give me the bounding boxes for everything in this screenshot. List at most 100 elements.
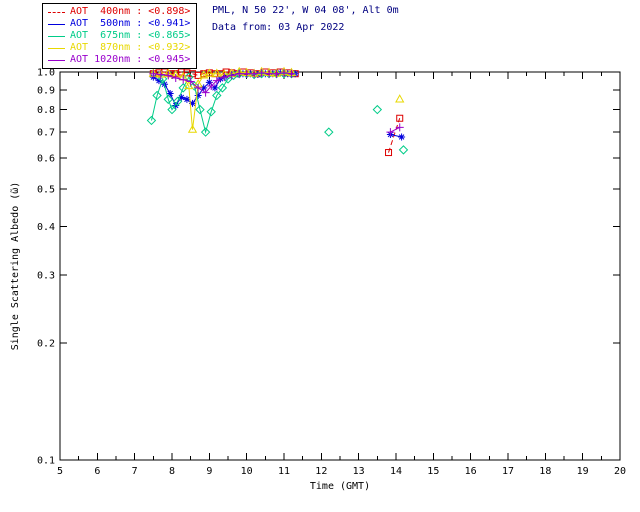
site-info: PML, N 50 22', W 04 08', Alt 0m	[212, 5, 399, 16]
series-line-sample-675nm	[48, 35, 65, 37]
axes	[59, 71, 621, 461]
data-point-asterisk	[183, 95, 191, 103]
data-point-plus	[280, 68, 288, 77]
y-tick-label: 0.6	[37, 154, 55, 165]
data-point-diamond	[324, 127, 334, 137]
legend-row-500nm: AOT 500nm : <0.941>	[48, 18, 190, 30]
y-tick-label: 0.8	[37, 105, 55, 116]
data-point-triangle	[187, 124, 198, 133]
legend-row-400nm: AOT 400nm : <0.898>	[48, 6, 190, 18]
data-point-asterisk	[194, 91, 202, 99]
data-point-plus	[257, 68, 266, 77]
data-point-plus	[179, 75, 188, 84]
data-point-diamond	[195, 104, 205, 115]
x-tick-label: 9	[206, 466, 212, 477]
data-point-plus	[242, 69, 251, 78]
data-point-diamond	[146, 115, 157, 126]
legend-label-400nm: AOT 400nm : <0.898>	[70, 6, 191, 17]
data-point-plus	[164, 71, 173, 80]
data-point-triangle	[395, 94, 405, 103]
data-point-plus	[156, 70, 165, 79]
y-tick-label: 0.2	[37, 339, 55, 350]
x-tick-label: 16	[465, 466, 477, 477]
x-tick-label: 15	[427, 466, 439, 477]
x-tick-label: 13	[353, 466, 365, 477]
y-tick-label: 0.1	[37, 456, 55, 467]
series-line	[152, 74, 404, 150]
x-tick-label: 18	[539, 466, 551, 477]
data-point-plus	[287, 69, 296, 78]
plot-frame	[59, 71, 621, 461]
legend-row-870nm: AOT 870nm : <0.932>	[48, 42, 190, 54]
data-point-plus	[186, 77, 195, 86]
x-tick-label: 8	[169, 466, 175, 477]
data-point-asterisk	[189, 99, 197, 107]
x-tick-label: 20	[614, 466, 626, 477]
data-point-square	[385, 149, 393, 157]
y-tick-label: 0.7	[37, 128, 55, 139]
x-tick-label: 10	[241, 466, 253, 477]
x-tick-label: 19	[577, 466, 589, 477]
legend: AOT 400nm : <0.898> AOT 500nm : <0.941> …	[42, 3, 198, 69]
data-point-diamond	[217, 83, 228, 93]
data-point-asterisk	[205, 78, 213, 86]
legend-row-1020nm: AOT 1020nm : <0.945>	[48, 54, 190, 66]
y-tick-label: 0.3	[37, 270, 55, 281]
data-point-plus	[395, 123, 404, 132]
data-point-asterisk	[211, 84, 219, 92]
legend-row-675nm: AOT 675nm : <0.865>	[48, 30, 190, 42]
data-point-diamond	[398, 145, 409, 155]
data-point-asterisk	[177, 93, 185, 101]
data-point-asterisk	[200, 84, 208, 92]
data-point-diamond	[200, 127, 211, 137]
data-point-diamond	[372, 104, 383, 115]
data-point-diamond	[206, 107, 216, 117]
date-info: Data from: 03 Apr 2022	[212, 22, 345, 33]
data-point-asterisk	[155, 77, 163, 85]
x-tick-label: 12	[315, 466, 327, 477]
data-point-plus	[386, 128, 395, 137]
data-point-plus	[207, 82, 216, 91]
data-point-triangle	[212, 68, 222, 77]
x-tick-label: 7	[132, 466, 138, 477]
data-point-asterisk	[166, 90, 174, 98]
axis-text: 5 6 7 8 9 10 11 12 13 14 15 16 17 18 19 20 1.0 0.9 0.8 0.7 0…	[10, 68, 626, 493]
data-point-plus	[194, 83, 203, 92]
data-point-diamond	[167, 104, 177, 115]
data-point-plus	[250, 69, 259, 78]
data-point-plus	[272, 69, 281, 78]
series-line-sample-400nm	[48, 11, 65, 13]
data-point-plus	[220, 73, 229, 82]
data-point-plus	[227, 71, 236, 80]
series-line-sample-870nm	[48, 47, 65, 49]
data-point-plus	[235, 69, 244, 78]
legend-label-1020nm: AOT 1020nm : <0.945>	[70, 54, 191, 65]
data-point-triangle	[199, 70, 209, 79]
data-point-asterisk	[161, 80, 169, 88]
data-point-diamond	[152, 90, 162, 101]
data-point-square	[396, 114, 404, 122]
data-point-plus	[171, 74, 180, 83]
x-tick-label: 17	[502, 466, 514, 477]
data-point-plus	[265, 69, 274, 78]
x-tick-label: 14	[390, 466, 402, 477]
legend-label-675nm: AOT 675nm : <0.865>	[70, 30, 191, 41]
y-tick-label: 1.0	[37, 68, 55, 79]
data-point-triangle	[204, 68, 214, 77]
data-point-asterisk	[398, 133, 406, 141]
legend-label-500nm: AOT 500nm : <0.941>	[70, 18, 191, 29]
series-line-sample-500nm	[48, 23, 65, 25]
y-axis-label: Single Scattering Albedo (ῶ)	[10, 182, 21, 351]
y-tick-label: 0.9	[37, 85, 55, 96]
x-tick-label: 11	[278, 466, 290, 477]
data-point-plus	[201, 88, 210, 97]
data-point-diamond	[189, 81, 200, 91]
x-axis-label: Time (GMT)	[310, 481, 370, 492]
series-line-sample-1020nm	[48, 59, 65, 61]
data-point-diamond	[163, 94, 173, 105]
data-point-plus	[149, 69, 158, 78]
data-point-diamond	[212, 90, 222, 101]
y-tick-label: 0.5	[37, 184, 55, 195]
